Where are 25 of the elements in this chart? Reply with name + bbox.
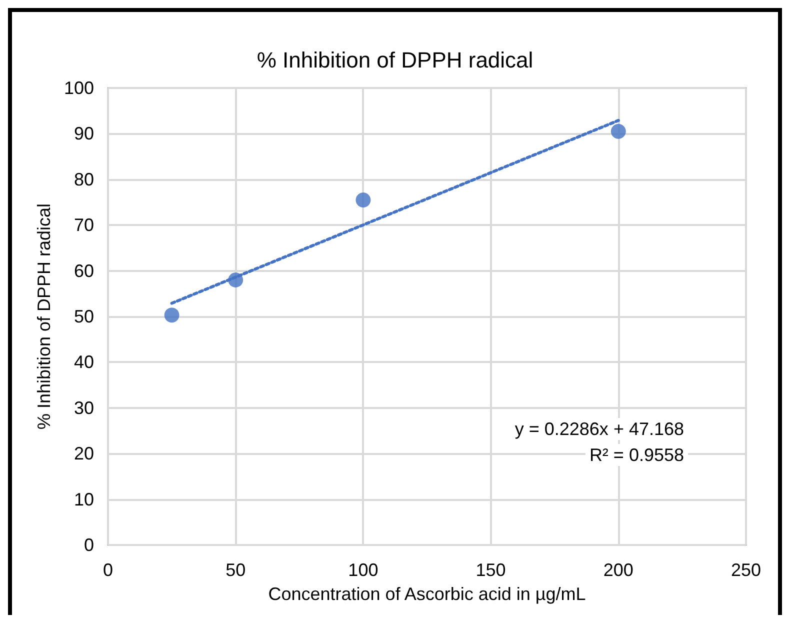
point bbox=[356, 192, 371, 208]
y-tick-label: 60 bbox=[74, 260, 94, 281]
y-tick-label: 20 bbox=[74, 444, 94, 464]
x-axis-title: Concentration of Ascorbic acid in µg/mL bbox=[268, 584, 586, 604]
y-axis-title: % Inhibition of DPPH radical bbox=[34, 203, 54, 430]
annotation: y = 0.2286x + 47.168 bbox=[514, 419, 684, 439]
y-tick-label: 50 bbox=[74, 306, 94, 326]
x-tick-label: 50 bbox=[226, 560, 246, 580]
y-tick-label: 0 bbox=[84, 535, 94, 555]
x-tick-label: 200 bbox=[603, 560, 634, 580]
y-tick-label: 100 bbox=[64, 78, 94, 98]
y-tick-label: 10 bbox=[74, 489, 94, 510]
y-tick-label: 30 bbox=[74, 398, 94, 418]
point bbox=[164, 308, 180, 323]
y-tick-label: 40 bbox=[74, 352, 94, 372]
x-tick-label: 250 bbox=[730, 560, 762, 580]
annotation: R² = 0.9558 bbox=[589, 445, 684, 465]
point bbox=[610, 124, 626, 139]
y-tick-label: 90 bbox=[74, 124, 94, 144]
x-tick-label: 150 bbox=[476, 560, 506, 580]
x-tick-label: 100 bbox=[348, 560, 378, 580]
y-tick-label: 80 bbox=[74, 169, 94, 190]
chart-title: % Inhibition of DPPH radical bbox=[256, 48, 534, 72]
y-tick-label: 70 bbox=[74, 215, 94, 236]
x-tick-label: 0 bbox=[102, 560, 114, 580]
